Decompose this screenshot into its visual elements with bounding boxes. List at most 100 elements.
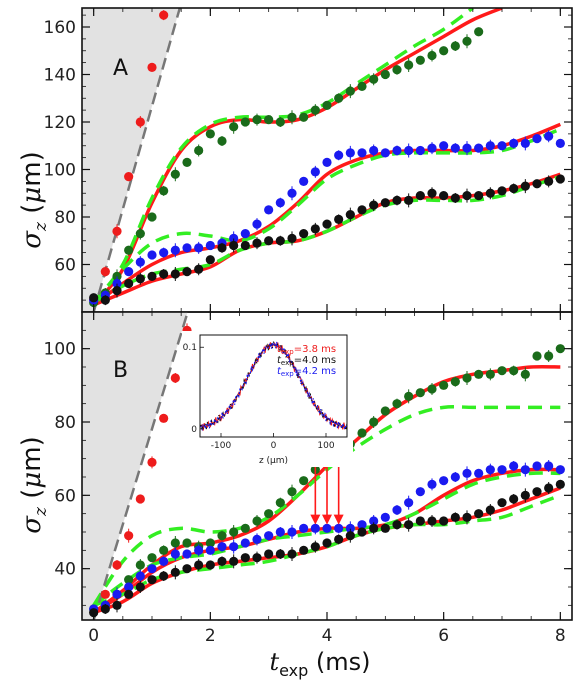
data-point xyxy=(147,62,157,72)
data-point xyxy=(275,117,285,127)
data-point xyxy=(485,465,495,475)
data-point xyxy=(380,406,390,416)
data-point xyxy=(450,41,460,51)
data-point xyxy=(159,269,169,279)
data-point xyxy=(205,545,215,555)
data-point xyxy=(404,60,414,70)
data-point xyxy=(427,516,437,526)
data-point xyxy=(532,179,542,189)
data-point xyxy=(485,505,495,515)
data-point xyxy=(380,69,390,80)
data-point xyxy=(147,564,157,574)
data-point xyxy=(369,516,379,526)
x-axis-label-text: texp (ms) xyxy=(269,648,370,680)
data-point xyxy=(147,553,157,563)
data-point xyxy=(357,520,367,530)
data-point xyxy=(159,248,169,258)
data-point xyxy=(229,233,239,243)
data-point xyxy=(509,183,519,194)
data-point xyxy=(544,131,554,141)
model-fit-solid xyxy=(92,8,503,307)
data-point xyxy=(462,191,472,201)
data-point xyxy=(217,531,227,541)
data-point xyxy=(264,531,274,541)
data-point xyxy=(252,219,262,229)
data-point xyxy=(240,523,250,533)
data-point xyxy=(159,186,169,196)
data-point xyxy=(555,174,565,184)
data-point xyxy=(205,240,215,251)
data-point xyxy=(357,148,367,158)
inset-x-tick-label: 0 xyxy=(271,441,277,451)
data-point xyxy=(497,465,507,475)
data-point xyxy=(159,413,169,423)
data-point xyxy=(404,195,414,205)
data-point xyxy=(555,479,565,489)
y-tick-label: 100 xyxy=(44,340,76,360)
data-point xyxy=(264,205,274,215)
data-point xyxy=(299,176,309,186)
data-point xyxy=(135,582,145,592)
data-point xyxy=(112,600,122,610)
data-point xyxy=(170,549,180,559)
data-point xyxy=(427,143,437,153)
data-point xyxy=(509,138,519,148)
data-point xyxy=(497,498,507,508)
data-point xyxy=(427,479,437,489)
data-point xyxy=(474,143,484,153)
data-point xyxy=(182,267,192,277)
data-point xyxy=(299,112,309,122)
data-point xyxy=(124,575,134,585)
data-point xyxy=(509,366,519,376)
data-point xyxy=(147,271,157,281)
data-point xyxy=(275,498,285,508)
data-point xyxy=(555,465,565,475)
y-axis-label-text: σz (μm) xyxy=(17,151,51,249)
data-point xyxy=(229,240,239,251)
data-point xyxy=(392,520,402,530)
data-point xyxy=(357,428,367,438)
data-point xyxy=(252,238,262,248)
data-point xyxy=(462,143,472,153)
data-point xyxy=(544,461,554,471)
data-point xyxy=(310,542,320,552)
y-axis-label-text: σz (μm) xyxy=(17,436,51,534)
data-point xyxy=(217,243,227,253)
data-point xyxy=(135,494,145,504)
data-point xyxy=(322,523,332,533)
data-point xyxy=(474,191,484,201)
data-point xyxy=(345,531,355,541)
data-point xyxy=(287,487,297,497)
data-point xyxy=(229,542,239,552)
data-point xyxy=(182,564,192,574)
data-point xyxy=(450,143,460,153)
data-point xyxy=(89,293,99,303)
data-point xyxy=(485,369,495,379)
data-point xyxy=(439,380,449,390)
data-point xyxy=(124,582,134,592)
data-point xyxy=(427,50,437,61)
data-point xyxy=(182,157,192,167)
inset-y-tick-label: 0 xyxy=(191,425,197,435)
data-point xyxy=(462,36,472,46)
data-point xyxy=(310,167,320,177)
data-point xyxy=(322,219,332,229)
data-point xyxy=(404,498,414,508)
data-point xyxy=(299,229,309,239)
data-point xyxy=(275,527,285,537)
data-point xyxy=(404,520,414,530)
inset-y-tick-label: 0.1 xyxy=(183,343,197,353)
data-point xyxy=(474,509,484,519)
inset-profile-line xyxy=(199,341,348,432)
data-point xyxy=(462,468,472,478)
inset-legend-entry: texp=3.8 ms xyxy=(277,344,336,356)
data-point xyxy=(310,523,320,533)
data-point xyxy=(135,257,145,267)
x-tick-label: 8 xyxy=(555,626,566,646)
shaded-region xyxy=(82,312,188,620)
data-point xyxy=(427,188,437,198)
y-tick-label: 60 xyxy=(54,256,76,276)
data-point xyxy=(322,538,332,548)
data-point xyxy=(287,233,297,243)
